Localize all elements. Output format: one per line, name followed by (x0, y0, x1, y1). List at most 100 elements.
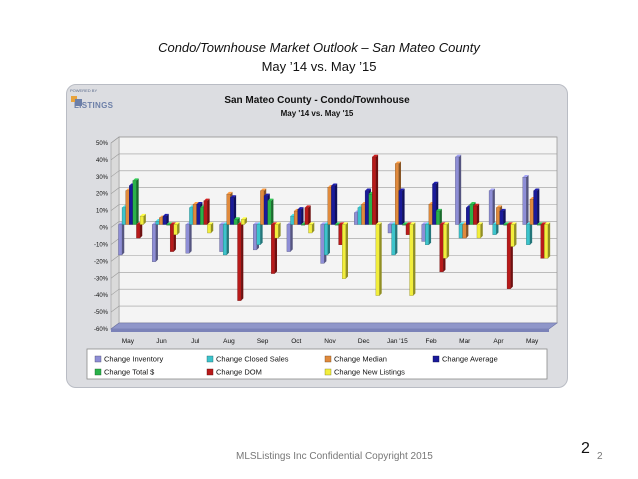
y-tick-label: 30% (96, 175, 109, 181)
bar-top (372, 154, 379, 157)
bar-top (132, 178, 139, 181)
bar-top (193, 202, 199, 205)
bar-top (173, 222, 180, 225)
gridline-side (110, 238, 120, 245)
bar-top (226, 191, 233, 195)
gridline-side (110, 305, 120, 313)
bar-top (421, 222, 428, 225)
bar-side (166, 213, 169, 225)
bar (173, 224, 178, 235)
y-tick-label: -30% (94, 276, 109, 282)
bar-side (428, 222, 432, 245)
legend-entry: Change New Listings (334, 368, 405, 377)
bar-top (320, 222, 327, 225)
bar (189, 207, 194, 225)
y-tick-label: 10% (96, 209, 109, 215)
y-tick-label: 40% (96, 158, 109, 164)
bar-top (166, 222, 173, 225)
bar-side (537, 188, 540, 225)
bar-side (241, 222, 244, 301)
y-tick-label: -60% (94, 327, 109, 333)
bar-top (335, 222, 341, 225)
bar-top (473, 203, 480, 206)
bar-side (335, 183, 338, 225)
bar (256, 224, 261, 245)
bar-top (219, 222, 226, 225)
bar-side (278, 222, 281, 239)
bar (207, 224, 212, 234)
bar (537, 224, 541, 226)
x-tick-label: Oct (291, 338, 301, 345)
gridline-side (110, 136, 120, 144)
bar-top (387, 222, 394, 225)
y-tick-label: 0% (99, 226, 108, 232)
bar-top (338, 222, 345, 225)
bar (405, 224, 410, 235)
bar-side (189, 222, 192, 254)
bar-side (480, 222, 483, 239)
bar-top (140, 213, 146, 217)
bar-side (413, 222, 416, 296)
bar-top (476, 222, 483, 225)
bar (222, 224, 227, 256)
bar (139, 215, 144, 225)
x-tick-label: Jul (191, 338, 200, 345)
logo-brand: LISTINGS (74, 101, 114, 110)
bar-side (375, 154, 379, 225)
bar-top (402, 222, 409, 225)
bar-side (155, 222, 158, 262)
bar (263, 195, 268, 225)
bar (253, 224, 257, 251)
bar (192, 204, 197, 225)
x-tick-label: Dec (358, 338, 370, 345)
bar (159, 217, 164, 225)
bar-side (312, 222, 315, 233)
bar-side (529, 222, 533, 245)
bar (155, 221, 160, 225)
chart-title: San Mateo County - Condo/Townhouse (224, 95, 410, 106)
bar-top (196, 202, 203, 205)
bar (290, 215, 295, 225)
bar-top (533, 188, 540, 191)
bar (240, 219, 245, 225)
legend-swatch (94, 355, 102, 363)
mlslistings-logo: POWERED BY LISTINGS (68, 88, 128, 118)
bar (354, 212, 359, 225)
bar (428, 204, 433, 225)
bar (409, 224, 414, 296)
bar-side (290, 222, 293, 252)
bar (334, 224, 339, 226)
chart-subtitle: May '14 vs. May '15 (281, 109, 354, 118)
y-tick-label: 50% (96, 141, 109, 147)
y-tick-label: -40% (94, 293, 109, 299)
bar (372, 156, 377, 225)
bar (375, 224, 380, 296)
bar-top (230, 195, 237, 198)
bar (219, 224, 224, 252)
bar (185, 224, 190, 254)
bar-side (177, 222, 180, 235)
bar (492, 224, 497, 235)
x-tick-label: Aug (223, 338, 235, 345)
bar-top (455, 154, 462, 157)
bar (151, 224, 156, 262)
bar-top (395, 161, 401, 164)
legend-swatch (206, 355, 214, 363)
bar-side (547, 222, 551, 259)
bar-side (122, 222, 125, 255)
bar (308, 224, 313, 234)
x-tick-label: Jun (156, 338, 167, 345)
bar (496, 207, 501, 225)
bar-side (211, 222, 214, 233)
bar (443, 224, 448, 259)
bar-side (402, 188, 405, 225)
bar (432, 183, 437, 225)
x-tick-label: May (526, 338, 539, 345)
bar (260, 190, 265, 225)
slide-subtitle: May ’14 vs. May ’15 (261, 59, 377, 74)
bar (271, 224, 275, 274)
legend-swatch (94, 368, 102, 376)
bar-top (503, 222, 510, 225)
bar (506, 224, 511, 289)
bar (364, 190, 369, 225)
